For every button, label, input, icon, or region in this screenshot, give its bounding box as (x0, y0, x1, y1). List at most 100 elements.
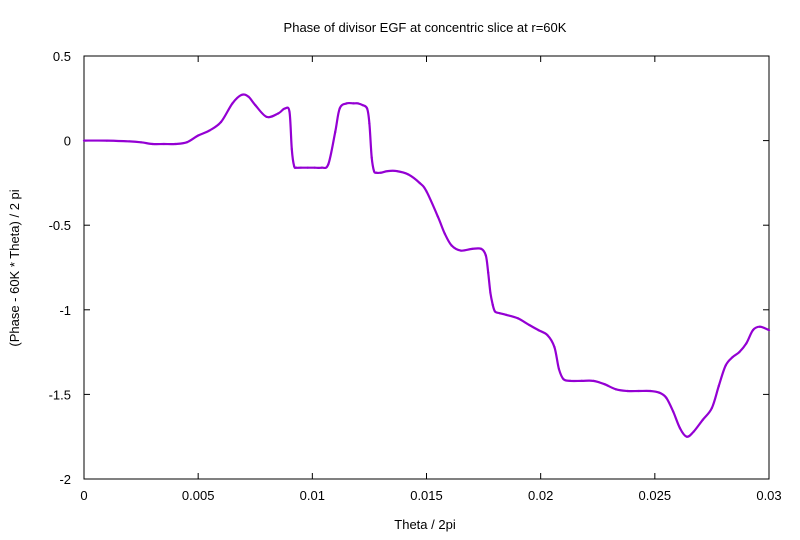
y-tick-label: -1 (59, 303, 71, 318)
data-point (254, 103, 257, 107)
data-point (366, 107, 369, 110)
y-axis: 0.5 0 -0.5 -1 -1.5 -2 (49, 49, 769, 487)
data-point (580, 379, 583, 382)
data-point (553, 345, 556, 349)
y-tick-label: 0 (64, 134, 71, 149)
data-point (592, 379, 595, 382)
data-point (128, 140, 131, 143)
data-point (313, 166, 316, 169)
x-tick-label: 0.005 (182, 488, 215, 503)
chart-title: Phase of divisor EGF at concentric slice… (284, 20, 567, 35)
data-point (292, 164, 296, 168)
series-points (82, 93, 771, 438)
data-point (174, 142, 177, 146)
data-point (395, 169, 398, 173)
data-point (276, 112, 280, 115)
data-point (637, 389, 640, 393)
data-point (658, 391, 661, 394)
data-point (546, 334, 549, 337)
data-point (665, 396, 668, 399)
data-point (701, 418, 704, 421)
y-tick-label: -1.5 (49, 387, 71, 402)
data-point (162, 142, 166, 146)
data-point (386, 169, 389, 173)
y-tick-label: -0.5 (49, 218, 71, 233)
data-point (443, 232, 446, 235)
data-point (345, 102, 348, 105)
data-point (151, 142, 154, 146)
data-point (375, 171, 378, 174)
data-point (356, 102, 360, 105)
data-point (240, 93, 243, 97)
data-point (603, 383, 606, 386)
data-point (139, 141, 143, 144)
data-point (306, 166, 309, 169)
data-point (185, 141, 188, 144)
data-point (731, 356, 734, 359)
x-tick-label: 0.02 (528, 488, 553, 503)
data-point (487, 271, 490, 274)
data-point (562, 378, 565, 381)
data-point (692, 430, 695, 433)
data-point (672, 410, 675, 413)
data-point (320, 166, 323, 169)
plot-frame (83, 55, 770, 480)
data-point (767, 329, 771, 332)
data-point (361, 103, 364, 107)
y-tick-label: 0.5 (53, 49, 71, 64)
data-point (407, 173, 410, 176)
data-point (299, 166, 303, 169)
data-point (484, 254, 487, 257)
y-axis-label: (Phase - 60K * Theta) / 2 pi (7, 189, 22, 346)
data-point (724, 364, 727, 367)
data-point (370, 156, 373, 159)
data-point (247, 95, 250, 98)
data-point (208, 129, 211, 132)
x-tick-label: 0.015 (410, 488, 443, 503)
data-point (751, 329, 755, 332)
data-point (219, 120, 223, 124)
data-point (626, 389, 629, 393)
data-point (231, 102, 234, 105)
data-point (418, 181, 421, 184)
data-point (557, 367, 561, 371)
x-axis: 0 0.005 0.01 0.015 0.02 0.025 0.03 (80, 56, 782, 503)
data-point (459, 249, 462, 252)
data-point (295, 166, 298, 169)
series-line (83, 93, 770, 438)
data-point (569, 379, 572, 382)
data-point (471, 247, 474, 250)
data-point (649, 389, 652, 393)
data-point (368, 122, 371, 125)
data-point (717, 384, 720, 388)
data-point (372, 169, 376, 173)
data-point (197, 134, 200, 137)
x-tick-label: 0.01 (300, 488, 325, 503)
data-point (265, 115, 268, 119)
data-point (614, 388, 618, 391)
data-point (82, 139, 86, 142)
data-point (678, 427, 682, 430)
data-point (290, 147, 293, 151)
data-point (537, 329, 540, 332)
data-point (491, 303, 494, 306)
data-point (283, 107, 287, 110)
data-point (327, 163, 330, 166)
data-point (710, 406, 714, 410)
data-point (436, 215, 440, 218)
data-point (480, 247, 483, 250)
data-point (745, 342, 748, 345)
data-point (516, 317, 519, 320)
data-point (758, 325, 761, 328)
data-point (105, 139, 108, 142)
data-point (379, 171, 382, 174)
data-point (334, 131, 337, 134)
data-point (425, 190, 428, 193)
data-point (338, 107, 341, 110)
x-tick-label: 0.03 (756, 488, 781, 503)
data-point (685, 435, 688, 438)
data-point (352, 102, 355, 105)
x-tick-label: 0 (80, 488, 87, 503)
data-point (528, 323, 531, 327)
